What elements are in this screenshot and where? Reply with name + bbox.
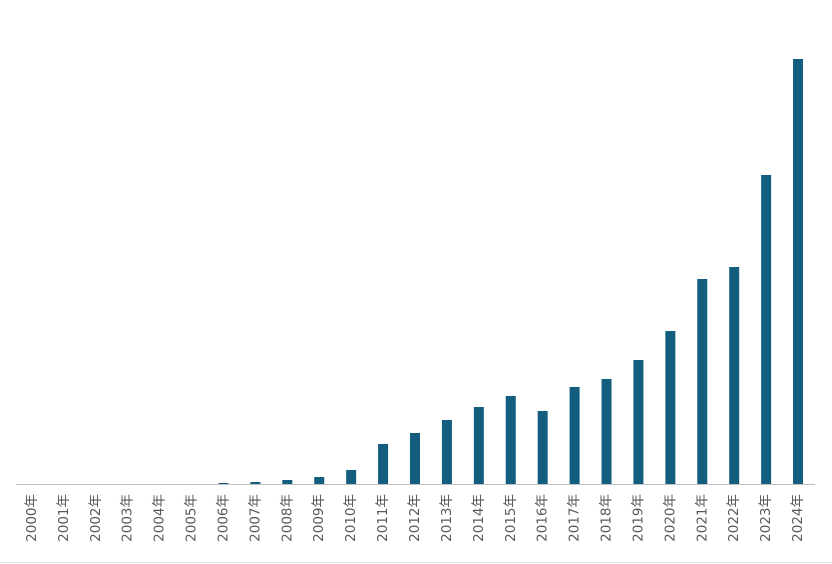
x-tick-label: 2010年 [343, 494, 359, 542]
bar [505, 396, 516, 484]
bar [218, 483, 229, 484]
x-tick-label: 2013年 [439, 494, 455, 542]
x-tick-label: 2019年 [630, 494, 646, 542]
x-tick-label: 2007年 [247, 494, 263, 542]
bar [441, 420, 452, 484]
bar [346, 470, 357, 484]
bar [729, 267, 740, 484]
x-tick-label: 2002年 [88, 494, 104, 542]
x-tick-label: 2000年 [24, 494, 40, 542]
bar [282, 480, 293, 484]
x-tick-label: 2021年 [694, 494, 710, 542]
x-tick-label: 2009年 [311, 494, 327, 542]
x-tick-label: 2008年 [279, 494, 295, 542]
bar [537, 411, 548, 484]
bar [665, 331, 676, 484]
x-tick-label: 2016年 [535, 494, 551, 542]
bar [601, 379, 612, 484]
x-tick-label: 2022年 [726, 494, 742, 542]
bar [410, 433, 420, 484]
x-tick-label: 2018年 [599, 494, 615, 542]
x-tick-label: 2017年 [567, 494, 583, 542]
x-tick-label: 2012年 [407, 494, 423, 542]
x-tick-label: 2001年 [56, 494, 72, 542]
bar [761, 175, 772, 484]
x-tick-label: 2003年 [120, 494, 136, 542]
x-tick-label: 2024年 [790, 494, 806, 542]
bar [793, 59, 804, 484]
x-tick-label: 2015年 [503, 494, 519, 542]
bar [569, 387, 580, 484]
x-tick-label: 2011年 [375, 494, 391, 542]
bar [473, 407, 484, 484]
bar [250, 482, 261, 484]
x-tick-label: 2006年 [215, 494, 231, 542]
x-tick-label: 2014年 [471, 494, 487, 542]
bar [378, 444, 389, 484]
x-tick-label: 2004年 [152, 494, 168, 542]
x-tick-label: 2020年 [662, 494, 678, 542]
bar [633, 360, 644, 484]
x-tick-label: 2023年 [758, 494, 774, 542]
bar [697, 279, 708, 484]
x-tick-label: 2005年 [184, 494, 200, 542]
bar [314, 477, 325, 484]
